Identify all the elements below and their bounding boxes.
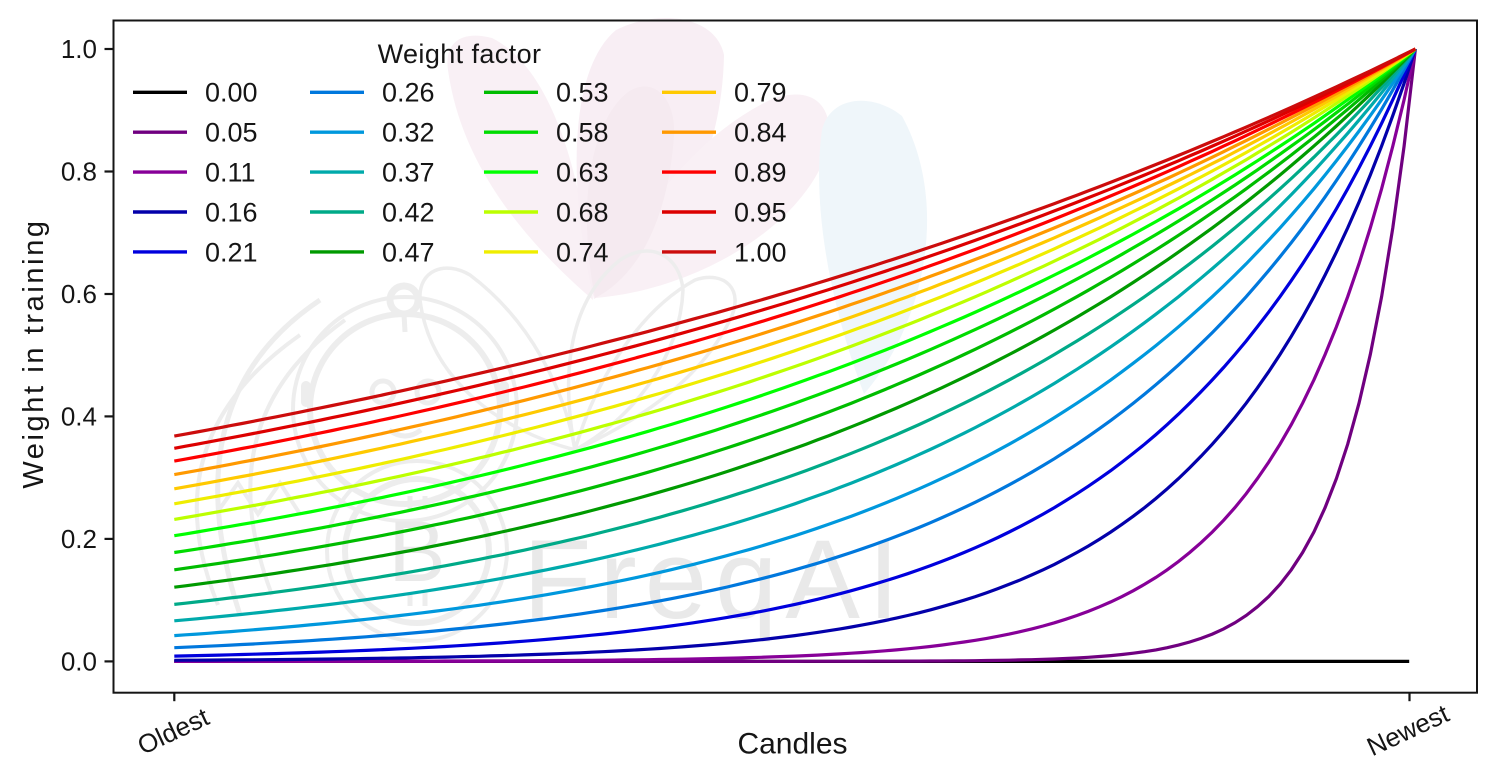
svg-text:0.74: 0.74 xyxy=(556,237,609,267)
svg-text:0.0: 0.0 xyxy=(61,647,97,677)
svg-text:0.58: 0.58 xyxy=(556,118,609,148)
svg-text:0.6: 0.6 xyxy=(61,279,97,309)
svg-text:0.16: 0.16 xyxy=(205,197,258,227)
svg-text:0.63: 0.63 xyxy=(556,158,609,188)
svg-text:0.84: 0.84 xyxy=(734,118,787,148)
svg-text:1.0: 1.0 xyxy=(61,34,97,64)
svg-text:0.79: 0.79 xyxy=(734,78,787,108)
svg-text:0.32: 0.32 xyxy=(382,118,435,148)
svg-text:FreqAI: FreqAI xyxy=(523,517,907,642)
svg-text:0.37: 0.37 xyxy=(382,158,435,188)
svg-text:Candles: Candles xyxy=(737,728,847,761)
svg-text:0.47: 0.47 xyxy=(382,237,435,267)
svg-text:0.21: 0.21 xyxy=(205,237,258,267)
svg-text:1.00: 1.00 xyxy=(734,237,787,267)
svg-text:0.68: 0.68 xyxy=(556,197,609,227)
svg-text:Weight factor: Weight factor xyxy=(378,39,542,69)
svg-text:0.53: 0.53 xyxy=(556,78,609,108)
svg-text:Weight in training: Weight in training xyxy=(18,218,50,488)
svg-text:0.2: 0.2 xyxy=(61,524,97,554)
svg-text:0.42: 0.42 xyxy=(382,197,435,227)
svg-text:0.00: 0.00 xyxy=(205,78,258,108)
svg-text:0.05: 0.05 xyxy=(205,118,258,148)
svg-text:0.95: 0.95 xyxy=(734,197,787,227)
svg-text:0.8: 0.8 xyxy=(61,157,97,187)
svg-text:0.11: 0.11 xyxy=(205,158,256,188)
svg-text:0.4: 0.4 xyxy=(61,402,97,432)
svg-text:0.26: 0.26 xyxy=(382,78,435,108)
svg-text:0.89: 0.89 xyxy=(734,158,787,188)
